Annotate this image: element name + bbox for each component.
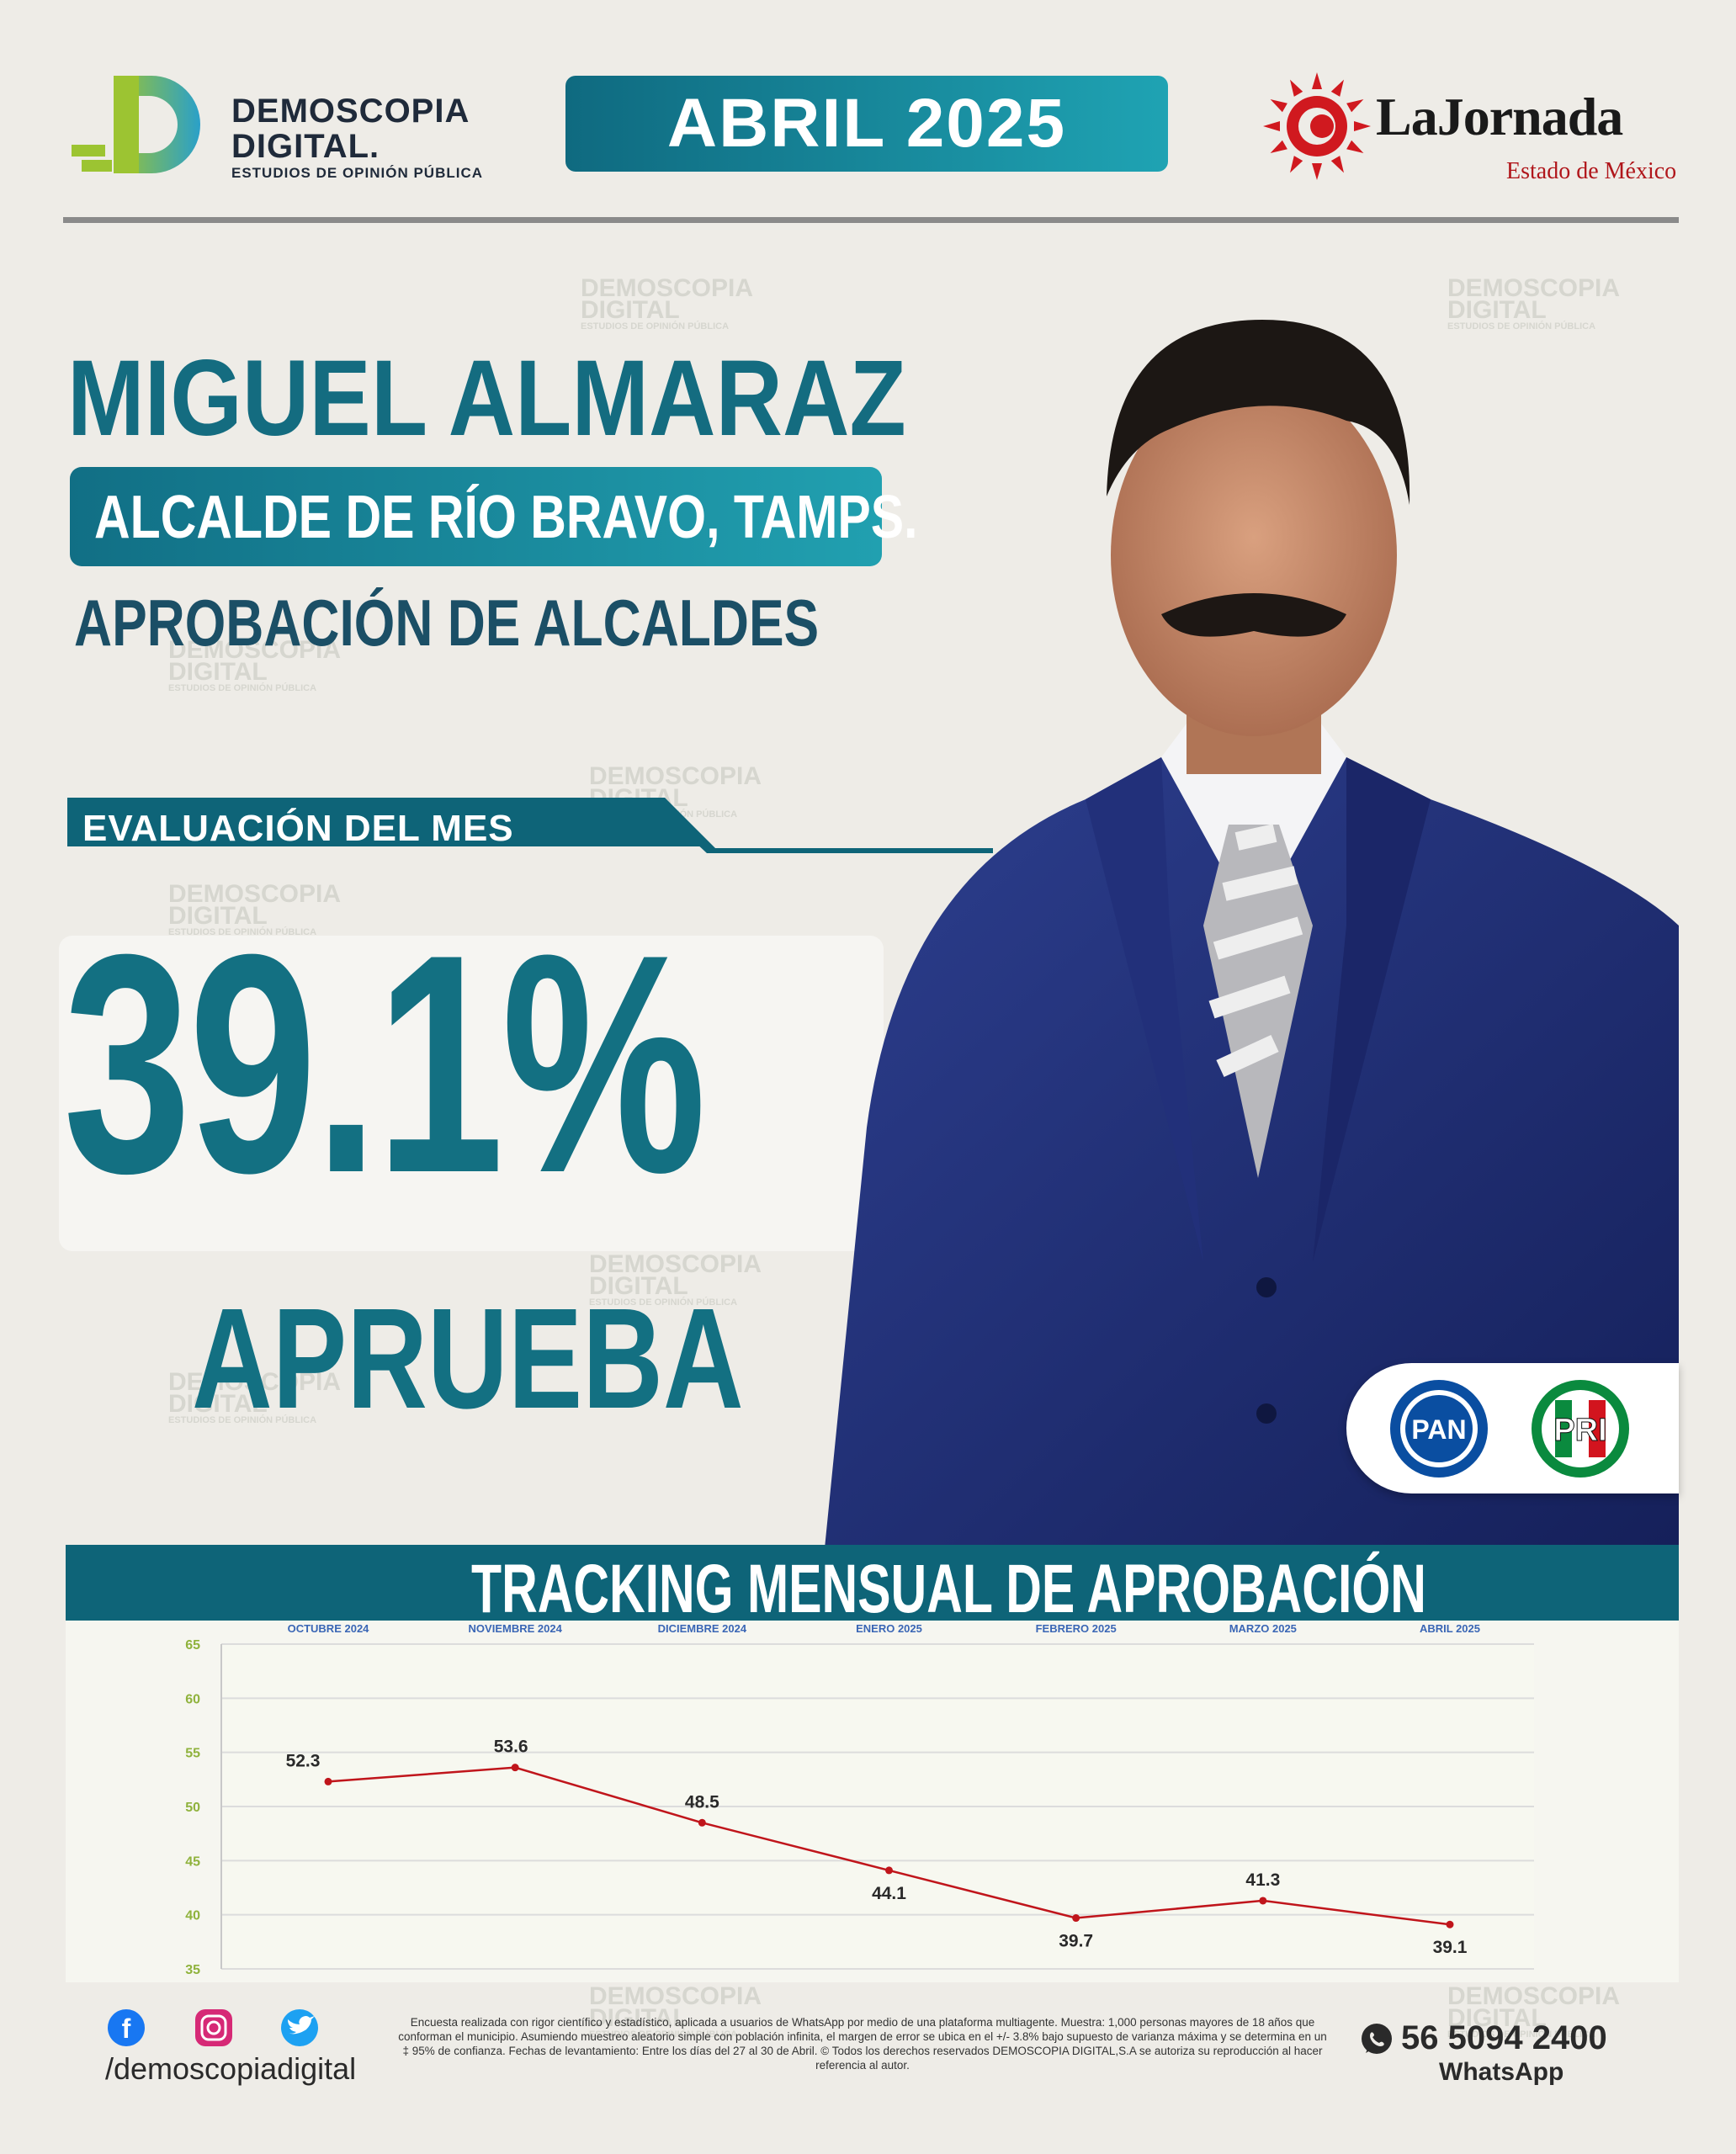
logo-line2: DIGITAL. bbox=[231, 128, 380, 165]
y-tick-label: 65 bbox=[185, 1638, 200, 1653]
x-category-label: ABRIL 2025 bbox=[1420, 1622, 1480, 1635]
twitter-icon[interactable] bbox=[281, 2009, 318, 2046]
evaluation-label: EVALUACIÓN DEL MES bbox=[82, 808, 514, 849]
y-tick-label: 45 bbox=[185, 1854, 200, 1869]
chart-title-bar bbox=[66, 1545, 1679, 1621]
logo-line1: DEMOSCOPIA bbox=[231, 93, 470, 130]
social-icons: f bbox=[108, 2009, 318, 2046]
phone-label: WhatsApp bbox=[1439, 2058, 1564, 2086]
x-category-label: DICIEMBRE 2024 bbox=[658, 1622, 747, 1635]
evaluation-tab bbox=[67, 798, 993, 853]
svg-text:f: f bbox=[122, 2013, 131, 2044]
survey-title: APROBACIÓN DE ALCALDES bbox=[74, 586, 820, 660]
data-point bbox=[324, 1777, 332, 1785]
chart-title: TRACKING MENSUAL DE APROBACIÓN bbox=[471, 1551, 1426, 1627]
data-label: 53.6 bbox=[494, 1738, 528, 1757]
instagram-icon[interactable] bbox=[195, 2009, 232, 2046]
party-logos: PAN PRI bbox=[1390, 1380, 1629, 1478]
x-category-label: MARZO 2025 bbox=[1229, 1622, 1297, 1635]
data-label: 52.3 bbox=[286, 1751, 321, 1770]
x-category-label: NOVIEMBRE 2024 bbox=[469, 1622, 563, 1635]
approval-value: 39.1% bbox=[63, 890, 707, 1238]
y-tick-label: 35 bbox=[185, 1963, 200, 1977]
party-pan-label: PAN bbox=[1411, 1414, 1466, 1445]
data-point bbox=[1259, 1897, 1267, 1905]
whatsapp-icon bbox=[1362, 2024, 1392, 2054]
y-tick-label: 40 bbox=[185, 1909, 200, 1923]
data-label: 41.3 bbox=[1245, 1870, 1280, 1890]
data-label: 44.1 bbox=[872, 1884, 906, 1903]
sun-emblem-icon bbox=[1263, 72, 1371, 180]
y-tick-label: 50 bbox=[185, 1801, 200, 1815]
role-banner bbox=[70, 467, 882, 566]
person-name: MIGUEL ALMARAZ bbox=[67, 338, 906, 459]
data-point bbox=[698, 1818, 706, 1827]
data-label: 39.1 bbox=[1433, 1938, 1468, 1957]
party-badges: PAN PRI bbox=[1346, 1363, 1679, 1493]
survey-disclaimer: Encuesta realizada con rigor científico … bbox=[398, 2016, 1327, 2072]
la-jornada-logo: LaJornada Estado de México bbox=[1258, 67, 1679, 185]
month-label: ABRIL 2025 bbox=[666, 85, 1067, 162]
role-text: ALCALDE DE RÍO BRAVO, TAMPS. bbox=[94, 484, 918, 551]
y-tick-label: 60 bbox=[185, 1692, 200, 1706]
approval-label: APRUEBA bbox=[192, 1279, 744, 1439]
data-point bbox=[511, 1764, 519, 1772]
header-divider bbox=[63, 217, 1679, 223]
partner-subtitle: Estado de México bbox=[1506, 158, 1677, 184]
social-handle[interactable]: /demoscopiadigital bbox=[105, 2051, 357, 2086]
data-point bbox=[1446, 1920, 1454, 1929]
phone-number[interactable]: 56 5094 2400 bbox=[1401, 2019, 1607, 2056]
partner-brand: LaJornada bbox=[1376, 87, 1623, 146]
demoscopia-logo: DEMOSCOPIA DIGITAL. ESTUDIOS DE OPINIÓN … bbox=[72, 67, 484, 181]
data-label: 48.5 bbox=[685, 1792, 719, 1812]
portrait-photo bbox=[825, 320, 1679, 1548]
x-category-label: ENERO 2025 bbox=[856, 1622, 922, 1635]
party-pri-label: PRI bbox=[1553, 1413, 1606, 1448]
month-banner: ABRIL 2025 bbox=[565, 76, 1168, 172]
tracking-line-chart: 35 40 45 50 55 60 65 OCTUBRE 2024 NOVIEMBRE 2024… bbox=[185, 1622, 1534, 1977]
data-label: 39.7 bbox=[1059, 1932, 1093, 1951]
facebook-icon[interactable]: f bbox=[108, 2009, 145, 2046]
data-point bbox=[885, 1866, 893, 1875]
value-panel bbox=[59, 936, 884, 1251]
logo-tagline: ESTUDIOS DE OPINIÓN PÚBLICA bbox=[231, 165, 484, 181]
x-category-label: OCTUBRE 2024 bbox=[288, 1622, 370, 1635]
x-category-label: FEBRERO 2025 bbox=[1036, 1622, 1117, 1635]
data-point bbox=[1072, 1914, 1080, 1923]
y-tick-label: 55 bbox=[185, 1747, 200, 1761]
demoscopia-logo-mark bbox=[72, 76, 200, 173]
